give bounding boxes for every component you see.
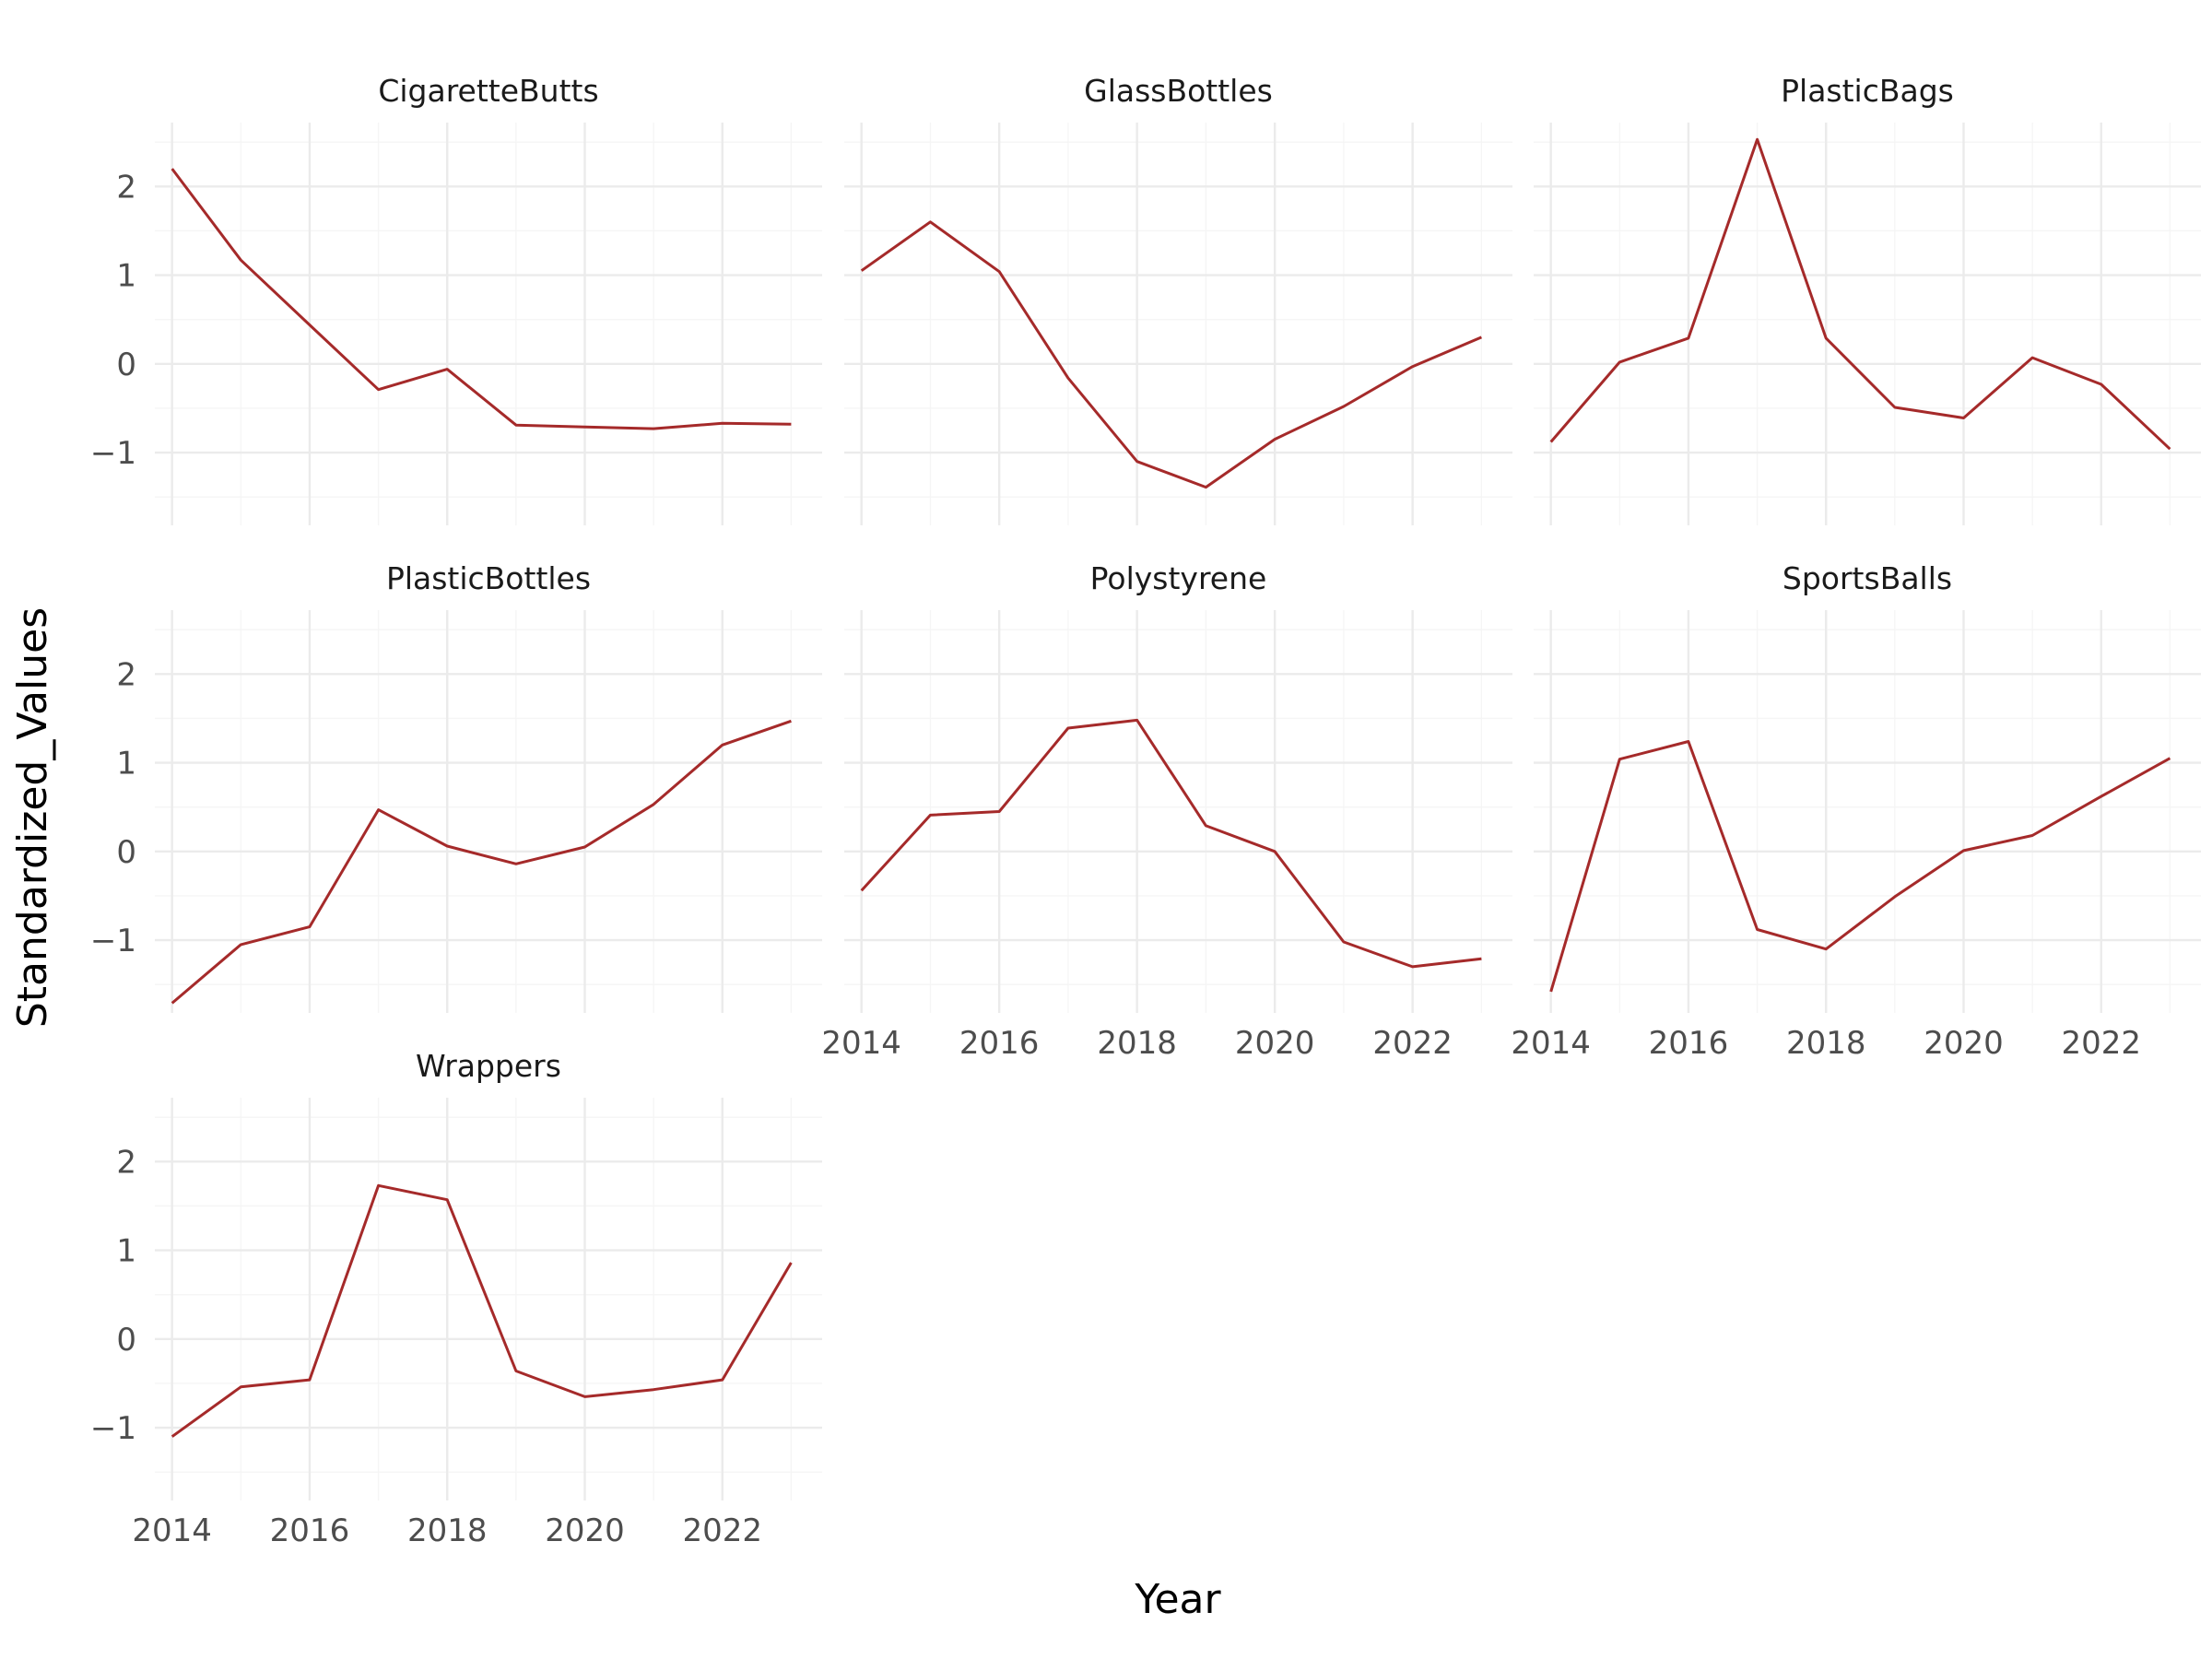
facet-plasticbags: PlasticBags bbox=[1534, 73, 2201, 525]
facet-polystyrene: Polystyrene 2014 2016 2018 2020 2022 bbox=[821, 560, 1512, 1062]
y-tick-label: −1 bbox=[90, 435, 136, 472]
x-tick-label: 2014 bbox=[821, 1025, 901, 1062]
y-tick-label: 2 bbox=[116, 169, 136, 206]
x-tick-label: 2018 bbox=[1786, 1025, 1866, 1062]
y-axis-title: Standardized_Values bbox=[9, 607, 56, 1028]
x-tick-label: 2016 bbox=[270, 1512, 350, 1549]
facet-plasticbottles: PlasticBottles −1 0 1 2 bbox=[90, 560, 822, 1013]
y-tick-label: 1 bbox=[116, 1233, 136, 1270]
series-line bbox=[1549, 137, 2171, 451]
series-line bbox=[1549, 740, 2171, 993]
y-tick-label: 0 bbox=[116, 834, 136, 871]
facet-title: Polystyrene bbox=[1090, 560, 1267, 596]
facet-title: PlasticBottles bbox=[386, 560, 591, 596]
series-line bbox=[171, 1183, 793, 1438]
series-line bbox=[171, 719, 792, 1005]
x-tick-label: 2018 bbox=[1097, 1025, 1177, 1062]
y-tick-label: −1 bbox=[90, 923, 136, 959]
x-tick-label: 2022 bbox=[683, 1512, 763, 1549]
y-tick-label: −1 bbox=[90, 1410, 136, 1447]
facet-title: GlassBottles bbox=[1084, 73, 1273, 109]
x-tick-label: 2014 bbox=[132, 1512, 212, 1549]
facet-title: SportsBalls bbox=[1783, 560, 1952, 596]
x-tick-label: 2020 bbox=[1924, 1025, 2004, 1062]
x-tick-label: 2022 bbox=[2062, 1025, 2142, 1062]
x-tick-label: 2020 bbox=[545, 1512, 625, 1549]
y-tick-label: 1 bbox=[116, 258, 136, 295]
y-tick-label: 1 bbox=[116, 746, 136, 782]
facet-title: Wrappers bbox=[416, 1048, 561, 1084]
x-axis-title: Year bbox=[1134, 1576, 1221, 1623]
y-tick-label: 2 bbox=[116, 656, 136, 693]
series-line bbox=[171, 168, 792, 430]
x-tick-label: 2018 bbox=[407, 1512, 488, 1549]
series-line bbox=[860, 718, 1482, 969]
x-tick-label: 2016 bbox=[959, 1025, 1040, 1062]
series-line bbox=[860, 220, 1482, 489]
facet-title: PlasticBags bbox=[1781, 73, 1954, 109]
facet-sportsballs: SportsBalls 2014 2016 2018 2020 2022 bbox=[1511, 560, 2201, 1062]
facet-cigarettebutts: CigaretteButts −1 0 1 2 bbox=[90, 73, 822, 525]
y-tick-label: 0 bbox=[116, 1322, 136, 1359]
facet-title: CigaretteButts bbox=[378, 73, 598, 109]
x-tick-label: 2022 bbox=[1372, 1025, 1453, 1062]
x-tick-label: 2014 bbox=[1511, 1025, 1591, 1062]
x-tick-label: 2016 bbox=[1649, 1025, 1729, 1062]
y-tick-label: 0 bbox=[116, 347, 136, 383]
facet-wrappers: Wrappers −1 0 1 2 2014 2016 2018 2020 2022 bbox=[90, 1048, 822, 1549]
facet-panels: CigaretteButts −1 0 1 2 GlassBottles PlasticBa… bbox=[90, 73, 2201, 1549]
x-tick-label: 2020 bbox=[1235, 1025, 1315, 1062]
facet-glassbottles: GlassBottles bbox=[844, 73, 1512, 525]
y-tick-label: 2 bbox=[116, 1144, 136, 1181]
